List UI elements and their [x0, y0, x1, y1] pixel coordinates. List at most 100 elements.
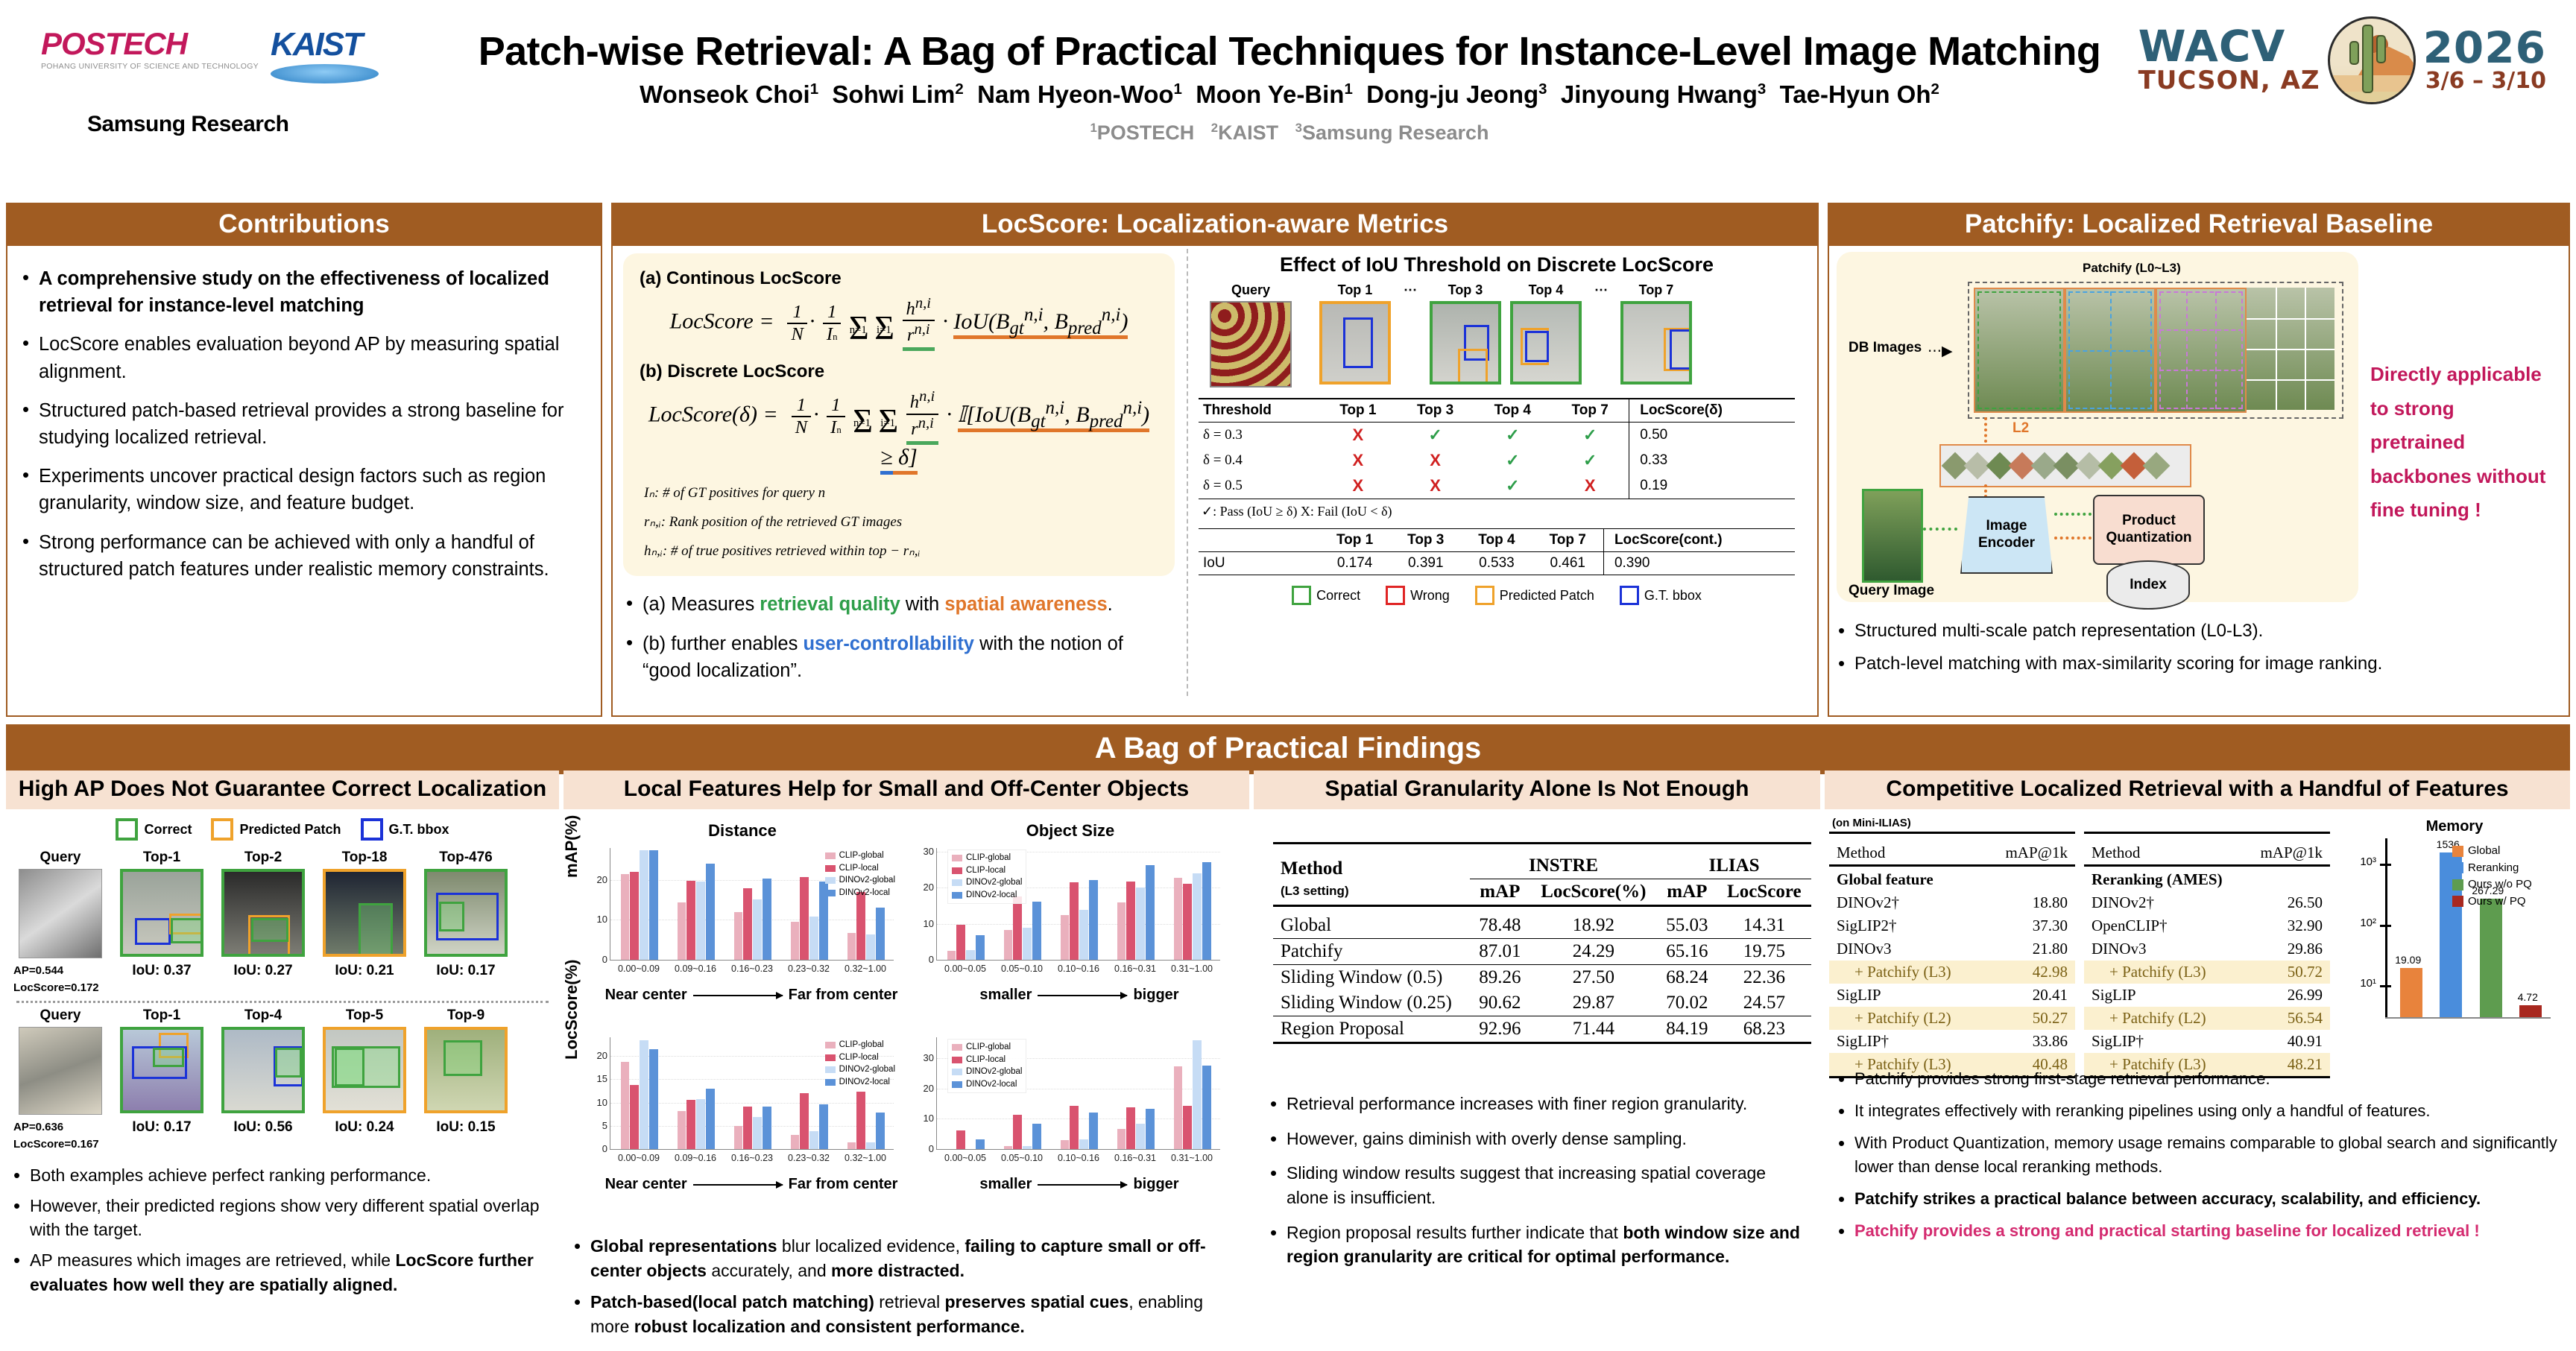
th-top1: Top 1 — [1336, 532, 1374, 548]
bar — [733, 1126, 743, 1149]
bar-group — [1173, 848, 1211, 960]
y-tick-label: 10¹ — [2360, 977, 2376, 990]
patchify-bullet-0: Structured multi-scale patch representat… — [1854, 621, 2264, 641]
legend-swatch — [952, 1056, 962, 1063]
predicted-patch-box-icon — [211, 818, 234, 841]
discrete-locscore-label: (b) Discrete LocScore — [640, 361, 825, 382]
result-thumbnail — [323, 869, 406, 957]
score: 0.33 — [1640, 452, 1668, 468]
rank-col-label: Top-4 — [244, 1007, 282, 1023]
legend-item: Ours w/o PQ — [2452, 876, 2532, 893]
result-thumbnail — [424, 1027, 508, 1113]
mark: X — [1430, 451, 1441, 469]
result-thumbnail — [1620, 301, 1692, 385]
wacv-year: 2026 — [2422, 22, 2546, 73]
col4-bullets: Patchify provides strong first-stage ret… — [1835, 1066, 2558, 1245]
list-item: (b) further enables user-controllability… — [623, 629, 1175, 684]
bar — [640, 1040, 648, 1149]
cell: 14.31 — [1743, 915, 1785, 935]
row-method: Global — [1281, 915, 1332, 935]
product-quantization-node[interactable]: Product Quantization — [2093, 495, 2205, 565]
cell: 87.01 — [1479, 941, 1521, 961]
bar — [1183, 1106, 1193, 1149]
col2-charts: Distance Object Size mAP(%) LocScore(%) … — [562, 814, 1249, 1231]
table-row: Global 78.48 18.92 55.03 14.31 — [1273, 913, 1811, 939]
chart-memory: 10¹ 10² 10³ 19.09 1536 267.29 4.72 Global Rerank… — [2346, 838, 2555, 1040]
chart-ylabel-locscore: LocScore(%) — [562, 959, 581, 1060]
col4-bullet-0: Patchify provides strong first-stage ret… — [1854, 1069, 2270, 1088]
contribution-text-1: LocScore enables evaluation beyond AP by… — [39, 334, 560, 382]
contribution-text-4: Strong performance can be achieved with … — [39, 531, 549, 580]
legend-item: CLIP-local — [952, 1054, 1022, 1066]
bar — [640, 849, 648, 960]
gridline — [937, 1058, 1220, 1060]
x-tick-label: 0.23~0.32 — [788, 964, 830, 974]
annotation-left: Near center — [604, 1176, 687, 1192]
correct-box-icon — [1292, 586, 1312, 605]
cell: 24.57 — [1743, 993, 1785, 1013]
annotation-right: bigger — [1133, 1176, 1179, 1192]
table-row: + Patchify (L3) 50.72 — [2084, 961, 2330, 984]
legend-label: DINOv2-local — [966, 1080, 1017, 1089]
patchify-heading: Patchify: Localized Retrieval Baseline — [1829, 204, 2569, 246]
list-item: Patch-based(local patch matching) retrie… — [571, 1288, 1237, 1338]
locscore-panel-divider — [1187, 249, 1188, 696]
table-row: + Patchify (L2) 50.27 — [1829, 1007, 2075, 1030]
table-row: SigLIP2† 37.30 — [1829, 914, 2075, 937]
table-row: Sliding Window (0.25) 90.62 29.87 70.02 … — [1273, 990, 1811, 1016]
section-reranking: Reranking (AMES) — [2092, 870, 2223, 888]
locscore-symbol-def-1: rₙ,ᵢ: Rank position of the retrieved GT … — [644, 513, 903, 530]
col4-caption: (on Mini-ILIAS) — [1832, 817, 1911, 829]
chart-legend: CLIP-global CLIP-local DINOv2-global DINOv2… — [947, 849, 1027, 904]
bar — [1136, 887, 1145, 960]
mark: X — [1352, 476, 1364, 495]
cactus-arm-right-icon — [2375, 35, 2386, 63]
cell: 56.54 — [2238, 1007, 2330, 1030]
result-thumbnail — [120, 869, 203, 957]
iou-col-label-5: Top 7 — [1638, 282, 1674, 297]
y-tick-label: 10 — [596, 1096, 607, 1108]
cell: 55.03 — [1666, 915, 1708, 935]
legend-label: CLIP-local — [839, 1052, 879, 1062]
rank-col-label: Top-18 — [341, 849, 388, 865]
table-row: DINOv3 21.80 — [1829, 937, 2075, 961]
image-encoder-node[interactable]: Image Encoder — [1960, 496, 2053, 574]
samsung-research-logo: Samsung Research — [87, 112, 289, 136]
th-top7: Top 7 — [1551, 399, 1630, 423]
method-subheader: (L3 setting) — [1281, 883, 1349, 898]
table-row: SigLIP† 40.91 — [2084, 1030, 2330, 1053]
findings-col-1: High AP Does Not Guarantee Correct Local… — [6, 771, 559, 1309]
institution-logos: POSTECH POHANG UNIVERSITY OF SCIENCE AND… — [41, 28, 399, 137]
legend-swatch — [824, 852, 836, 859]
cell: 26.50 — [2287, 893, 2323, 911]
th-locscore-cont: LocScore(cont.) — [1614, 532, 1723, 548]
list-item: Region proposal results further indicate… — [1267, 1219, 1808, 1269]
legend-item-correct: Correct — [116, 818, 192, 841]
result-thumbnail — [1430, 301, 1501, 385]
objectsize-axis-annotation-2: smaller bigger — [926, 1176, 1233, 1193]
iou-continuous-table: Top 1 Top 3 Top 4 Top 7 LocScore(cont.) … — [1199, 528, 1795, 575]
annotation-right: Far from center — [788, 1176, 898, 1192]
x-tick-label: 0.05~0.10 — [1001, 964, 1043, 974]
gridline — [610, 879, 894, 881]
bbox-color-legend: Correct Wrong Predicted Patch G.T. bbox — [1199, 586, 1795, 605]
iou-value: IoU: 0.27 — [233, 963, 293, 978]
x-tick-label: 0.05~0.10 — [1001, 1153, 1043, 1163]
legend-label: Predicted Patch — [1499, 587, 1594, 603]
y-tick-label: 30 — [923, 845, 934, 857]
legend-swatch — [824, 864, 836, 872]
cell: 32.90 — [2287, 917, 2323, 934]
legend-item-predicted: Predicted Patch — [211, 818, 341, 841]
legend-item-gt: G.T. bbox — [360, 818, 449, 841]
index-node[interactable]: Index — [2106, 560, 2190, 610]
rank-col-label: Top-2 — [244, 849, 282, 865]
bar-group — [1003, 848, 1041, 960]
bar — [809, 1131, 818, 1149]
legend-label: CLIP-global — [839, 851, 884, 860]
wacv-conference-logo: WACV TUCSON, AZ 2026 3/6 – 3/10 — [2138, 16, 2546, 104]
db-images-label: DB Images — [1849, 340, 1922, 355]
bar — [790, 1135, 800, 1149]
x-tick-label: 0.23~0.32 — [788, 1153, 830, 1163]
mark: ✓ — [1506, 451, 1520, 469]
